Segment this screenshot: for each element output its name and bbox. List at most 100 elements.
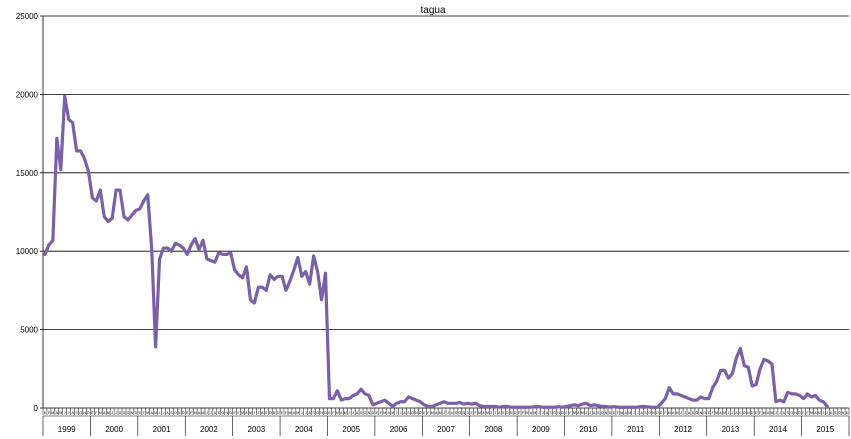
x-month-label: J <box>680 411 682 415</box>
x-month-label: E <box>233 411 236 415</box>
x-month-label: O <box>364 411 367 415</box>
x-month-label: A <box>767 411 770 415</box>
x-month-label: J <box>779 411 781 415</box>
x-month-label: F <box>380 411 382 415</box>
x-month-label: F <box>95 411 97 415</box>
x-month-label: E <box>471 411 474 415</box>
x-month-label: M <box>526 411 529 415</box>
x-month-label: F <box>617 411 619 415</box>
x-month-label: J <box>352 411 354 415</box>
y-axis: 0 5000 10000 15000 20000 25000 <box>16 12 44 413</box>
x-month-label: M <box>533 411 536 415</box>
x-month-label: E <box>186 411 189 415</box>
x-month-label: J <box>538 411 540 415</box>
x-month-label: O <box>411 411 414 415</box>
x-month-label: E <box>613 411 616 415</box>
x-month-label: M <box>99 411 102 415</box>
x-month-label: O <box>269 411 272 415</box>
x-month-label: O <box>553 411 556 415</box>
x-month-label: F <box>332 411 334 415</box>
x-month-label: J <box>206 411 208 415</box>
x-month-label: J <box>301 411 303 415</box>
x-month-label: O <box>458 411 461 415</box>
x-month-label: S <box>265 411 268 415</box>
x-month-label: M <box>336 411 339 415</box>
y-tick-label: 15000 <box>16 169 39 178</box>
x-month-label: N <box>178 411 181 415</box>
x-month-label: J <box>732 411 734 415</box>
x-year-label: 2015 <box>816 425 834 434</box>
x-month-label: N <box>605 411 608 415</box>
x-month-label: N <box>842 411 845 415</box>
x-month-label: M <box>628 411 631 415</box>
x-month-label: J <box>115 411 117 415</box>
x-month-label: J <box>443 411 445 415</box>
x-month-label: A <box>577 411 580 415</box>
x-month-label: D <box>561 411 564 415</box>
x-month-label: D <box>419 411 422 415</box>
x-month-label: O <box>648 411 651 415</box>
y-tick-label: 20000 <box>16 90 39 99</box>
x-month-label: S <box>218 411 221 415</box>
x-month-label: F <box>190 411 192 415</box>
x-month-label: M <box>810 411 813 415</box>
x-month-label: A <box>688 411 691 415</box>
x-month-label: N <box>463 411 466 415</box>
x-month-label: J <box>447 411 449 415</box>
x-month-label: S <box>407 411 410 415</box>
x-month-label: S <box>502 411 505 415</box>
x-month-label: A <box>245 411 248 415</box>
x-year-label: 1999 <box>58 425 76 434</box>
x-month-label: A <box>71 411 74 415</box>
x-year-label: 2010 <box>579 425 597 434</box>
x-month-label: N <box>83 411 86 415</box>
x-month-label: A <box>214 411 217 415</box>
x-month-label: J <box>589 411 591 415</box>
x-month-label: A <box>451 411 454 415</box>
x-month-label: O <box>174 411 177 415</box>
x-month-label: N <box>225 411 228 415</box>
x-month-label: J <box>254 411 256 415</box>
x-month-label: M <box>391 411 394 415</box>
x-month-label: M <box>431 411 434 415</box>
x-month-label: N <box>652 411 655 415</box>
x-month-label: J <box>826 411 828 415</box>
x-month-label: A <box>261 411 264 415</box>
x-month-label: F <box>712 411 714 415</box>
x-month-label: F <box>759 411 761 415</box>
series-line <box>43 94 829 409</box>
x-month-label: S <box>739 411 742 415</box>
x-month-label: A <box>150 411 153 415</box>
x-month-label: J <box>633 411 635 415</box>
x-month-label: J <box>348 411 350 415</box>
x-month-label: F <box>475 411 477 415</box>
x-month-label: A <box>735 411 738 415</box>
x-month-label: E <box>44 411 47 415</box>
x-month-label: M <box>194 411 197 415</box>
x-month-label: S <box>692 411 695 415</box>
x-month-label: S <box>834 411 837 415</box>
x-month-label: M <box>818 411 821 415</box>
x-month-label: E <box>660 411 663 415</box>
x-month-label: D <box>798 411 801 415</box>
x-month-label: F <box>238 411 240 415</box>
x-year-label: 2001 <box>153 425 171 434</box>
x-month-label: A <box>293 411 296 415</box>
x-month-label: D <box>609 411 612 415</box>
x-month-label: S <box>455 411 458 415</box>
x-month-label: J <box>585 411 587 415</box>
x-month-label: N <box>415 411 418 415</box>
x-month-label: M <box>154 411 157 415</box>
x-year-label: 2013 <box>722 425 740 434</box>
x-month-label: D <box>514 411 517 415</box>
x-month-label: A <box>546 411 549 415</box>
x-year-label: 2007 <box>437 425 455 434</box>
x-month-label: D <box>656 411 659 415</box>
x-month-label: S <box>550 411 553 415</box>
x-month-label: M <box>620 411 623 415</box>
x-month-label: E <box>755 411 758 415</box>
chart-title: tagua <box>420 5 445 16</box>
x-month-label: M <box>288 411 291 415</box>
x-month-label: A <box>814 411 817 415</box>
x-month-label: D <box>182 411 185 415</box>
